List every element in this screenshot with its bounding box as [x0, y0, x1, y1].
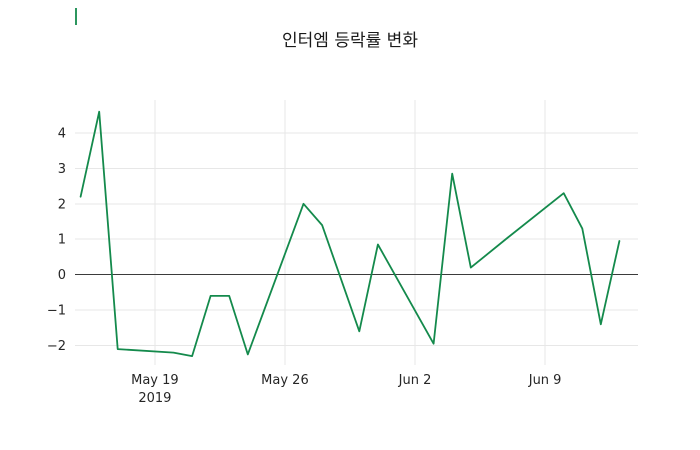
y-tick-label: 4	[58, 126, 66, 141]
x-axis-tick-labels: May 19 2019 May 26 Jun 2 Jun 9	[131, 373, 561, 406]
y-tick-label: −1	[47, 304, 66, 319]
x-tick-label: May 26	[261, 373, 309, 388]
y-axis-tick-labels: −2 −1 0 1 2 3 4	[47, 126, 66, 354]
y-tick-label: −2	[47, 339, 66, 354]
y-tick-label: 3	[58, 162, 66, 177]
x-tick-label: Jun 2	[398, 373, 432, 388]
y-tick-label: 2	[58, 197, 66, 212]
x-tick-sublabel-year: 2019	[138, 391, 171, 406]
gridlines	[75, 100, 638, 365]
y-tick-label: 1	[58, 233, 66, 248]
x-tick-label: May 19	[131, 373, 179, 388]
price-change-line	[79, 110, 621, 358]
chart-title: 인터엠 등락률 변화	[282, 31, 418, 51]
x-tick-label: Jun 9	[528, 373, 562, 388]
y-tick-label: 0	[58, 268, 66, 283]
